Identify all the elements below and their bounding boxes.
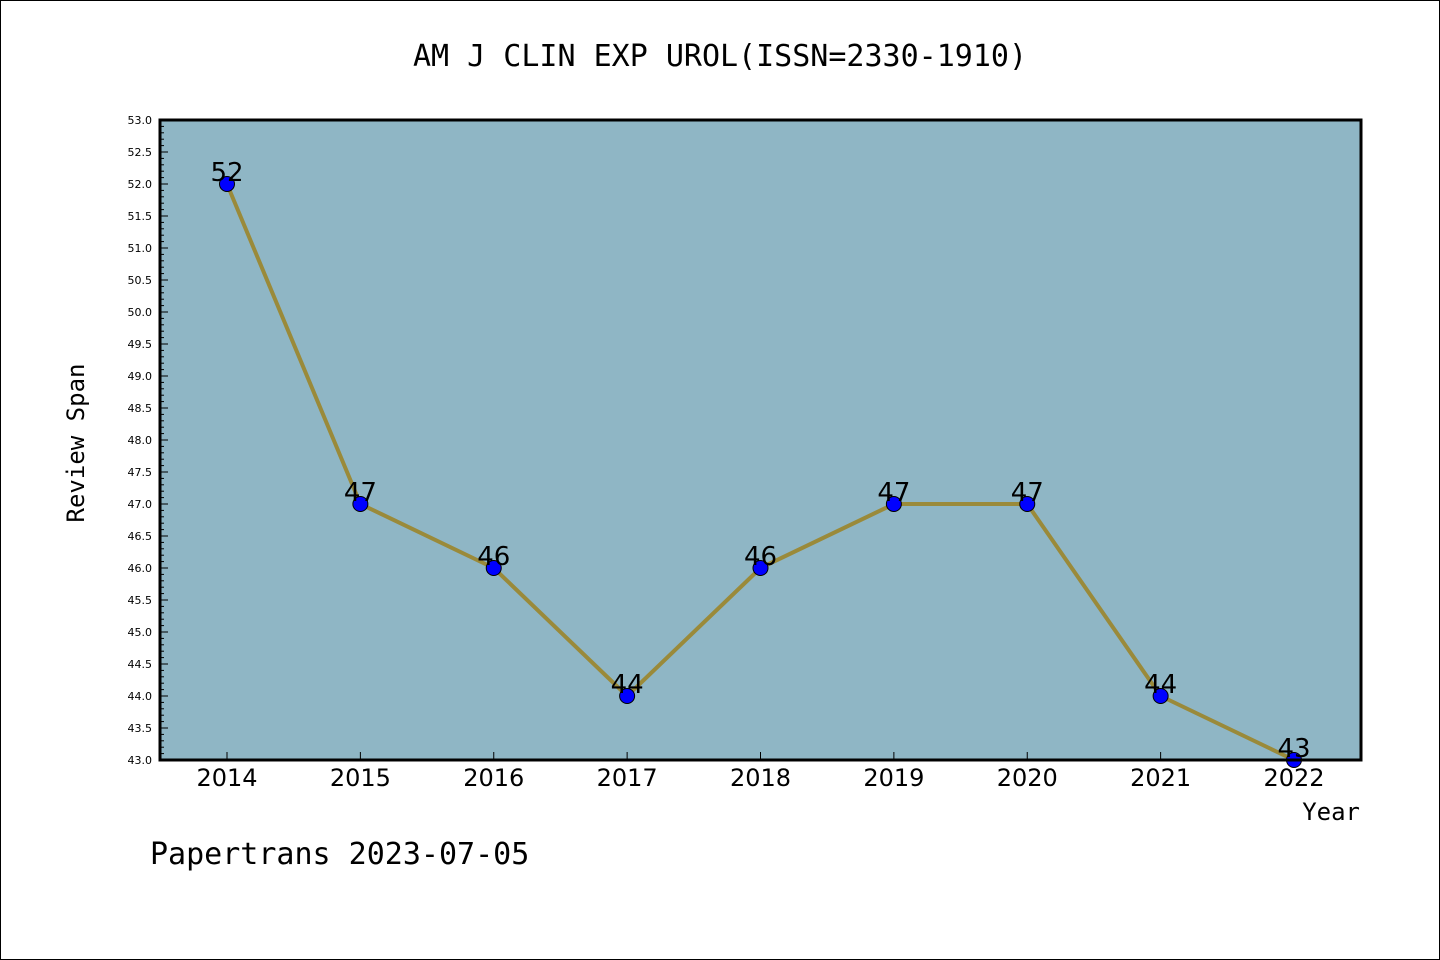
data-label: 44 bbox=[611, 670, 644, 700]
data-point bbox=[1152, 688, 1169, 704]
y-tick-label: 44.5 bbox=[128, 658, 153, 671]
data-point bbox=[619, 688, 636, 704]
y-tick-label: 52.0 bbox=[128, 178, 153, 191]
y-tick-label: 45.0 bbox=[128, 626, 153, 639]
x-tick-label: 2022 bbox=[1263, 764, 1324, 792]
y-axis-label: Review Span bbox=[62, 364, 90, 523]
y-tick-label: 50.0 bbox=[128, 306, 153, 319]
y-tick-label: 47.0 bbox=[128, 498, 153, 511]
data-point bbox=[352, 496, 369, 512]
y-tick-label: 46.5 bbox=[128, 530, 153, 543]
x-tick-label: 2018 bbox=[730, 764, 791, 792]
data-point bbox=[752, 560, 769, 576]
x-tick-label: 2021 bbox=[1130, 764, 1191, 792]
data-point bbox=[1019, 496, 1036, 512]
data-point bbox=[885, 496, 902, 512]
y-tick-label: 43.5 bbox=[128, 722, 153, 735]
y-tick-label: 46.0 bbox=[128, 562, 153, 575]
x-axis-ticks: 2014 2015 2016 2017 2018 2019 2020 2021 2022 bbox=[196, 752, 1325, 792]
data-label: 47 bbox=[344, 478, 377, 508]
y-tick-label: 53.0 bbox=[128, 114, 153, 127]
x-tick-label: 2019 bbox=[863, 764, 924, 792]
x-tick-label: 2015 bbox=[330, 764, 391, 792]
y-tick-label: 51.5 bbox=[128, 210, 153, 223]
y-tick-label: 49.0 bbox=[128, 370, 153, 383]
y-tick-label: 50.5 bbox=[128, 274, 153, 287]
x-tick-label: 2014 bbox=[196, 764, 257, 792]
plot-border bbox=[158, 118, 1363, 762]
y-tick-label: 48.5 bbox=[128, 402, 153, 415]
data-point bbox=[485, 560, 502, 576]
data-label: 47 bbox=[1011, 478, 1044, 508]
y-tick-label: 45.5 bbox=[128, 594, 153, 607]
data-label: 44 bbox=[1144, 670, 1177, 700]
y-tick-label: 44.0 bbox=[128, 690, 153, 703]
y-tick-label: 48.0 bbox=[128, 434, 153, 447]
x-tick-label: 2020 bbox=[997, 764, 1058, 792]
data-label: 52 bbox=[210, 158, 243, 188]
x-tick-label: 2016 bbox=[463, 764, 524, 792]
data-label: 46 bbox=[477, 542, 510, 572]
x-tick-label: 2017 bbox=[597, 764, 658, 792]
y-tick-label: 43.0 bbox=[128, 754, 153, 767]
plot-area bbox=[160, 120, 1361, 760]
data-point bbox=[219, 176, 235, 192]
chart-title: AM J CLIN EXP UROL(ISSN=2330-1910) bbox=[413, 39, 1027, 74]
data-label: 47 bbox=[877, 478, 910, 508]
data-label: 46 bbox=[744, 542, 777, 572]
y-tick-label: 47.5 bbox=[128, 466, 153, 479]
y-tick-label: 49.5 bbox=[128, 338, 153, 351]
y-tick-label: 52.5 bbox=[128, 146, 153, 159]
y-tick-label: 51.0 bbox=[128, 242, 153, 255]
footer-watermark: Papertrans 2023-07-05 bbox=[150, 837, 529, 872]
x-axis-label: Year bbox=[1302, 798, 1360, 826]
